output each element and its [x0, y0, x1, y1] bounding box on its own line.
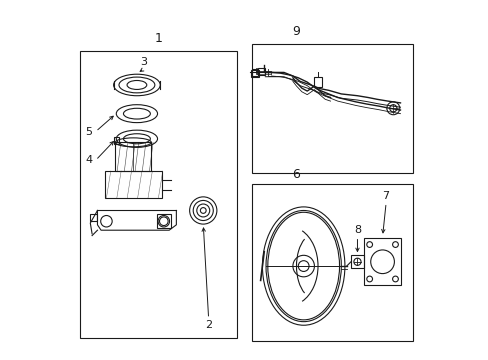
- Text: 6: 6: [292, 168, 300, 181]
- Text: 1: 1: [154, 32, 162, 45]
- Bar: [115, 142, 151, 171]
- Bar: [350, 255, 363, 268]
- Bar: [104, 171, 162, 198]
- Bar: [250, 69, 258, 77]
- Text: 8: 8: [353, 225, 360, 235]
- Text: 9: 9: [292, 25, 300, 38]
- Bar: [156, 214, 171, 228]
- Text: 2: 2: [204, 320, 212, 330]
- Bar: [113, 137, 119, 144]
- Text: 3: 3: [141, 57, 147, 67]
- Bar: [90, 214, 97, 221]
- Bar: [314, 77, 321, 87]
- Text: 4: 4: [85, 155, 92, 165]
- Bar: [251, 69, 258, 76]
- Bar: [80, 51, 237, 338]
- Bar: [251, 44, 412, 173]
- Bar: [363, 238, 400, 285]
- Text: 7: 7: [382, 191, 389, 201]
- Bar: [258, 68, 264, 75]
- Bar: [251, 184, 412, 341]
- Text: 5: 5: [85, 127, 92, 136]
